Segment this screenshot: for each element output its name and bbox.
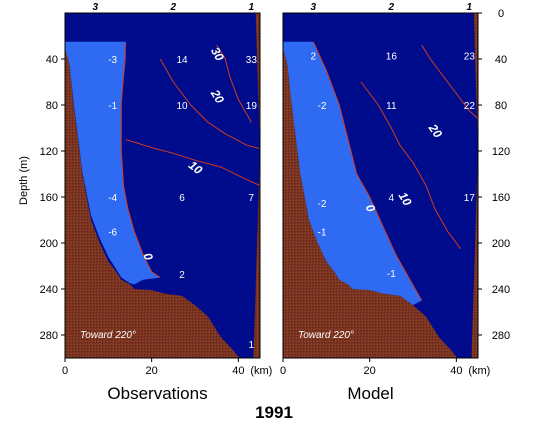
- velocity-value: 14: [176, 55, 188, 66]
- contour-line: [120, 42, 161, 278]
- contour-label: 20: [207, 86, 227, 106]
- contour-label: 10: [396, 190, 415, 209]
- velocity-value: 2: [179, 270, 185, 281]
- velocity-value: 23: [464, 52, 476, 63]
- station-label: 3: [93, 2, 99, 13]
- direction-note: Toward 220°: [80, 330, 136, 341]
- panel-title: Model: [347, 384, 393, 403]
- y-tick-label: 120: [40, 146, 58, 158]
- station-label: 2: [170, 2, 177, 13]
- station-label: 2: [388, 2, 395, 13]
- x-tick-label: 0: [62, 365, 68, 377]
- x-unit-label: (km): [250, 365, 272, 377]
- seabed-right: [471, 13, 478, 358]
- x-tick-label: 20: [364, 365, 376, 377]
- velocity-value: -2: [318, 199, 327, 210]
- y-tick-label: 120: [492, 146, 510, 158]
- contour-line: [360, 81, 462, 250]
- y-axis-title: Depth (m): [18, 156, 30, 205]
- velocity-value: 11: [386, 101, 397, 112]
- velocity-value: 17: [464, 193, 476, 204]
- y-tick-label: 240: [492, 284, 510, 296]
- y-tick-label: 80: [46, 100, 58, 112]
- velocity-value: 19: [246, 101, 258, 112]
- x-tick-label: 40: [450, 365, 462, 377]
- y-tick-label: 160: [40, 192, 58, 204]
- velocity-value: -4: [108, 193, 117, 204]
- y-tick-label: 280: [492, 330, 510, 342]
- y-tick-label: 200: [492, 238, 510, 250]
- contour-line: [216, 44, 252, 123]
- contour-label: 30: [208, 45, 227, 64]
- y-tick-label: 80: [495, 100, 507, 112]
- velocity-value: 16: [386, 52, 398, 63]
- velocity-value: 1: [249, 340, 255, 351]
- velocity-value: 4: [389, 193, 395, 204]
- seabed-left: [65, 22, 240, 358]
- direction-note: Toward 220°: [298, 330, 354, 341]
- velocity-value: -2: [318, 101, 327, 112]
- velocity-value: -1: [108, 101, 117, 112]
- contour-line: [125, 139, 261, 186]
- y-tick-label: 200: [40, 238, 58, 250]
- velocity-value: -3: [108, 55, 117, 66]
- contour-line: [421, 44, 479, 120]
- velocity-value: 10: [176, 101, 188, 112]
- velocity-value: 2: [311, 52, 317, 63]
- y-tick-label: 0: [498, 8, 504, 20]
- velocity-value: -1: [318, 228, 327, 239]
- x-tick-label: 0: [280, 365, 286, 377]
- y-tick-label: 40: [495, 54, 507, 66]
- velocity-value: 6: [179, 193, 185, 204]
- station-label: 3: [311, 2, 317, 13]
- seabed-right: [253, 13, 260, 358]
- velocity-value: -6: [108, 228, 117, 239]
- y-axis-right: 0 40 80 120 160 200 240 280: [478, 8, 510, 342]
- contour-label: 20: [425, 121, 445, 141]
- contour-label: 0: [140, 251, 156, 262]
- velocity-value: 33: [246, 55, 258, 66]
- x-tick-label: 40: [232, 365, 244, 377]
- y-tick-label: 40: [46, 54, 58, 66]
- negative-flow-region: [283, 41, 422, 306]
- contour-line: [312, 41, 423, 301]
- velocity-value: 7: [249, 193, 255, 204]
- panel-frame: [64, 12, 261, 359]
- seabed-left: [283, 22, 458, 358]
- velocity-value: -1: [387, 269, 396, 280]
- station-label: 1: [249, 2, 255, 13]
- y-tick-label: 280: [40, 330, 58, 342]
- x-unit-label: (km): [468, 365, 490, 377]
- y-tick-label: 240: [40, 284, 58, 296]
- panel-title: Observations: [107, 384, 207, 403]
- year-title: 1991: [255, 403, 293, 422]
- velocity-value: 22: [464, 101, 476, 112]
- panel-frame: [282, 12, 479, 359]
- y-axis-left: 40 80 120 160 200 240 280 Depth (m): [18, 54, 65, 342]
- negative-flow-region: [65, 41, 161, 285]
- y-tick-label: 160: [492, 192, 510, 204]
- x-tick-label: 20: [146, 365, 158, 377]
- contour-line: [159, 58, 261, 150]
- station-label: 1: [467, 2, 473, 13]
